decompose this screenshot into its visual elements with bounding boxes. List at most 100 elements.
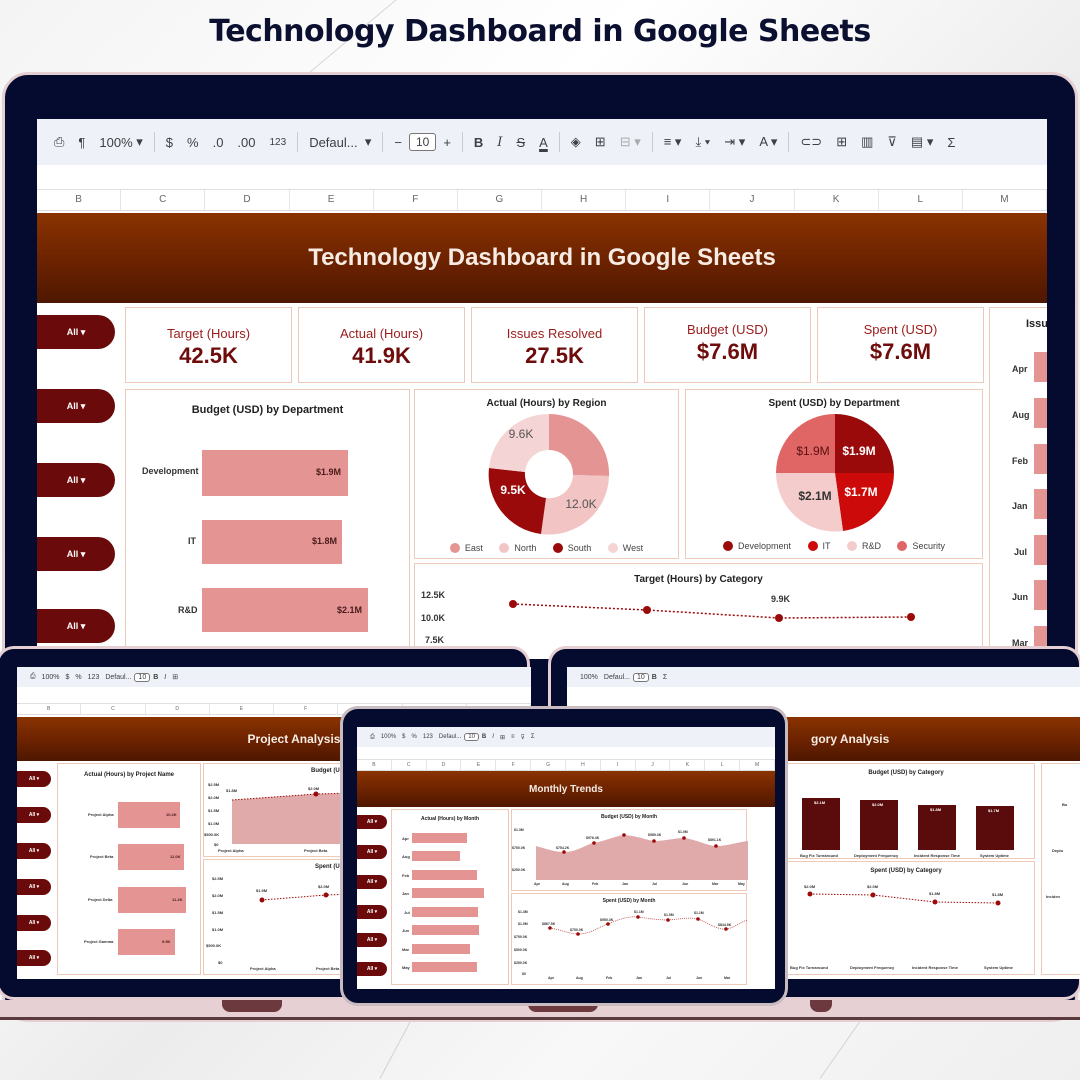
borders-icon[interactable]: ⊞ [172,674,179,681]
decrease-decimal-button[interactable]: .0 [212,134,224,150]
percent-button[interactable]: % [187,134,199,150]
percent-button[interactable]: % [75,673,82,681]
column-header[interactable]: E [461,760,497,770]
bar[interactable] [802,798,840,850]
filter-dropdown[interactable]: All ▾ [37,389,115,423]
legend-item[interactable]: South [552,543,591,553]
bar[interactable] [202,588,368,632]
filter-dropdown[interactable]: All ▾ [37,315,115,349]
insert-link-icon[interactable]: ⊂⊃ [800,134,823,149]
bar[interactable] [1034,489,1047,519]
bar[interactable] [976,806,1014,850]
bold-button[interactable]: B [153,673,159,681]
filter-dropdown[interactable]: All ▾ [37,537,115,571]
print-icon[interactable]: ⎙ [370,733,375,740]
format-button[interactable]: 123 [87,673,100,681]
print-icon[interactable]: ⎙ [54,134,65,149]
text-wrap-icon[interactable]: ⇥ ▾ [724,134,746,149]
merge-cells-icon[interactable]: ⊟ ▾ [619,134,641,149]
print-icon[interactable]: ⎙ [30,673,36,680]
column-header[interactable]: D [427,760,462,770]
column-header[interactable]: F [274,704,339,714]
filter-icon[interactable]: ⊽ [887,134,897,149]
bar[interactable] [118,802,180,828]
bar[interactable] [918,805,956,850]
column-header[interactable]: M [963,190,1047,210]
font-select[interactable]: Defaul... [438,734,462,740]
legend-item[interactable]: Development [723,541,791,551]
bar[interactable] [118,929,175,955]
fill-color-icon[interactable]: ◈ [570,134,581,149]
filter-dropdown[interactable]: All ▾ [17,807,51,823]
bold-button[interactable]: B [473,134,484,150]
insert-comment-icon[interactable]: ⊞ [836,134,848,149]
column-header[interactable]: I [626,190,711,210]
italic-button[interactable]: I [497,134,503,150]
line-chart[interactable] [778,862,1036,976]
bar[interactable] [202,520,342,564]
font-size-input[interactable]: 10 [632,672,649,682]
filter-dropdown[interactable]: All ▾ [357,905,387,919]
column-header[interactable]: D [146,704,210,714]
zoom-select[interactable]: 100% [41,673,60,681]
column-header[interactable]: E [290,190,374,210]
text-color-button[interactable]: A [539,134,548,150]
bold-button[interactable]: B [481,734,487,740]
filter-dropdown[interactable]: All ▾ [357,815,387,829]
column-header[interactable]: K [795,190,879,210]
bar[interactable] [118,887,186,913]
format-button[interactable]: 123 [422,734,433,740]
vertical-align-icon[interactable]: ⤓ ▾ [695,134,711,149]
bar[interactable] [412,925,479,935]
column-header[interactable]: M [740,760,775,770]
bar[interactable] [412,851,460,861]
filter-views-icon[interactable]: ▤ ▾ [910,134,934,149]
filter-icon[interactable]: ⊽ [520,734,525,741]
column-header[interactable]: D [205,190,290,210]
column-header[interactable]: F [374,190,458,210]
filter-dropdown[interactable]: All ▾ [357,962,387,976]
column-header[interactable]: B [37,190,122,210]
filter-dropdown[interactable]: All ▾ [357,845,387,859]
legend-item[interactable]: East [449,543,483,553]
bar[interactable] [1034,444,1047,474]
column-header[interactable]: L [705,760,741,770]
column-header[interactable]: B [357,760,392,770]
bar[interactable] [412,944,470,954]
bar[interactable] [1034,398,1047,428]
legend-item[interactable]: R&D [846,541,881,551]
functions-icon[interactable]: Σ [662,673,668,681]
bar[interactable] [1034,352,1047,382]
filter-dropdown[interactable]: All ▾ [17,843,51,859]
formula-bar[interactable] [37,165,1047,189]
currency-button[interactable]: $ [402,734,406,740]
column-header[interactable]: H [542,190,627,210]
borders-icon[interactable]: ⊞ [499,734,505,741]
font-select[interactable]: Defaul... [105,673,132,681]
font-size-input[interactable]: 10 [134,672,151,682]
filter-dropdown[interactable]: All ▾ [17,879,51,895]
legend-item[interactable]: IT [807,541,831,551]
filter-dropdown[interactable]: All ▾ [37,463,115,497]
align-icon[interactable]: ≡ [510,734,515,740]
legend-item[interactable]: West [607,543,643,553]
bar[interactable] [1034,580,1047,610]
borders-icon[interactable]: ⊞ [594,134,606,149]
filter-dropdown[interactable]: All ▾ [37,609,115,643]
font-size-increase-button[interactable]: + [443,134,451,150]
filter-dropdown[interactable]: All ▾ [17,950,51,966]
column-header[interactable]: J [710,190,795,210]
filter-dropdown[interactable]: All ▾ [357,875,387,889]
italic-button[interactable]: I [164,673,167,681]
legend-item[interactable]: Security [897,541,945,551]
font-select[interactable]: Defaul... ▾ [309,134,372,150]
column-header[interactable]: I [601,760,636,770]
strikethrough-button[interactable]: S [516,134,526,150]
horizontal-align-icon[interactable]: ≡ ▾ [663,134,682,149]
column-header[interactable]: J [636,760,671,770]
increase-decimal-button[interactable]: .00 [237,134,256,150]
line-chart[interactable] [204,860,354,976]
area-chart[interactable] [204,764,354,858]
bar[interactable] [118,844,184,870]
filter-dropdown[interactable]: All ▾ [17,771,51,787]
